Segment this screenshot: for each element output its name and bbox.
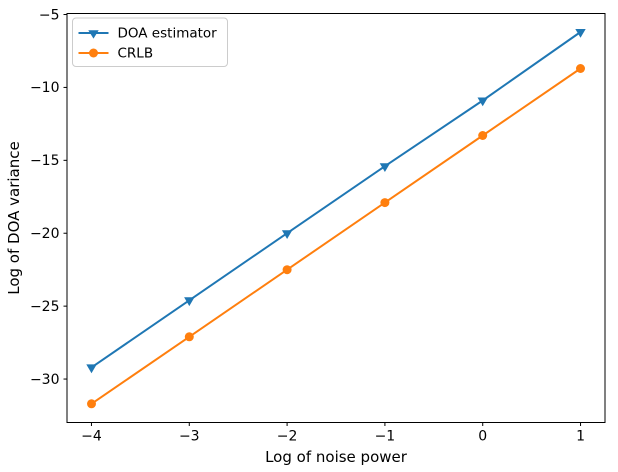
- triangle-down-marker-doa-estimator: [86, 364, 97, 374]
- circle-marker-icon: [89, 48, 98, 58]
- legend-label: CRLB: [118, 46, 154, 62]
- triangle-down-marker-doa-estimator: [575, 29, 586, 38]
- legend-label: DOA estimator: [118, 26, 218, 42]
- triangle-down-marker-doa-estimator: [477, 97, 488, 107]
- circle-marker-crlb: [87, 399, 96, 409]
- circle-marker-crlb: [380, 198, 390, 208]
- series-line-doa-estimator: [90, 31, 582, 369]
- triangle-down-marker-doa-estimator: [379, 163, 391, 172]
- y-tick-label: −20: [30, 226, 60, 242]
- triangle-down-marker-doa-estimator: [184, 297, 195, 307]
- triangle-down-icon: [88, 30, 99, 39]
- x-tick-label: 1: [576, 429, 585, 445]
- x-axis-label: Log of noise power: [265, 448, 408, 466]
- y-axis-label: Log of DOA variance: [5, 141, 23, 295]
- plot-frame: [66, 13, 606, 423]
- triangle-down-marker-doa-estimator: [281, 230, 293, 239]
- y-tick-label: −30: [30, 372, 60, 388]
- circle-marker-crlb: [282, 265, 292, 275]
- circle-marker-crlb: [478, 131, 488, 140]
- y-tick-label: −10: [30, 80, 60, 96]
- series-line-crlb: [90, 67, 582, 405]
- y-tick-label: −25: [30, 299, 60, 315]
- legend-item-crlb: CRLB: [78, 46, 154, 62]
- series-layer: [86, 29, 586, 409]
- axes-layer: −4 −3 −2 −1 0 1−5−10−15−20−25−30: [30, 7, 606, 445]
- x-tick-label: −3: [179, 429, 200, 445]
- x-tick-label: −1: [375, 429, 396, 445]
- y-tick-label: −15: [30, 153, 60, 169]
- x-tick-label: −2: [277, 429, 298, 445]
- x-tick-label: −4: [81, 429, 102, 445]
- legend-item-doa-estimator: DOA estimator: [78, 26, 218, 42]
- x-tick-label: 0: [478, 429, 487, 445]
- legend: DOA estimator CRLB: [72, 17, 228, 67]
- circle-marker-crlb: [576, 64, 585, 73]
- y-tick-label: −5: [39, 7, 60, 23]
- legend-box: [72, 17, 228, 67]
- circle-marker-crlb: [184, 332, 194, 342]
